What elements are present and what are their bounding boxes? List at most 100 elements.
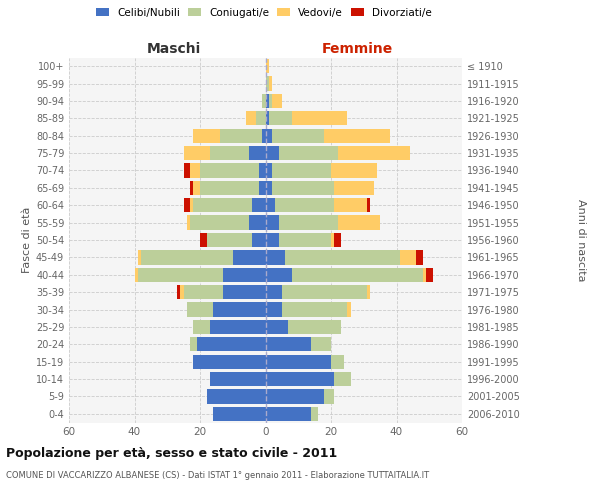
Bar [253,198,265,212]
Y-axis label: Anni di nascita: Anni di nascita [577,198,586,281]
Y-axis label: Fasce di età: Fasce di età [22,207,32,273]
Bar [265,164,272,177]
Bar [265,76,269,90]
Bar [193,180,200,195]
Bar [193,320,210,334]
Bar [334,180,374,195]
Bar [184,146,210,160]
Bar [292,268,422,282]
Bar [249,216,265,230]
Bar [325,390,334,404]
Bar [138,250,141,264]
Bar [134,268,138,282]
Bar [272,180,334,195]
Bar [200,233,206,247]
Bar [210,146,249,160]
Bar [193,354,265,369]
Bar [416,250,422,264]
Bar [200,180,259,195]
Text: Femmine: Femmine [322,42,393,56]
Bar [256,111,265,126]
Bar [193,128,220,143]
Bar [265,250,285,264]
Bar [193,198,253,212]
Bar [265,406,311,421]
Bar [265,268,292,282]
Bar [177,285,181,300]
Bar [265,233,278,247]
Bar [187,302,213,316]
Bar [269,111,292,126]
Bar [278,216,338,230]
Bar [285,250,400,264]
Bar [269,94,272,108]
Bar [223,268,265,282]
Bar [265,128,272,143]
Bar [181,285,184,300]
Bar [400,250,416,264]
Bar [259,164,265,177]
Bar [367,198,370,212]
Bar [187,216,190,230]
Text: Maschi: Maschi [146,42,201,56]
Bar [265,302,282,316]
Bar [347,302,350,316]
Bar [422,268,426,282]
Bar [334,372,350,386]
Bar [426,268,433,282]
Bar [331,354,344,369]
Bar [184,198,190,212]
Bar [223,285,265,300]
Bar [220,128,262,143]
Bar [190,337,197,351]
Bar [265,59,269,74]
Bar [265,285,282,300]
Bar [265,198,275,212]
Bar [184,164,190,177]
Bar [278,233,331,247]
Bar [206,233,253,247]
Bar [213,302,265,316]
Bar [210,320,265,334]
Bar [331,164,377,177]
Bar [246,111,256,126]
Bar [272,128,325,143]
Bar [265,372,334,386]
Bar [265,390,325,404]
Bar [311,337,331,351]
Bar [265,180,272,195]
Bar [265,337,311,351]
Bar [190,198,193,212]
Bar [249,146,265,160]
Text: Popolazione per età, sesso e stato civile - 2011: Popolazione per età, sesso e stato civil… [6,448,337,460]
Bar [282,302,347,316]
Bar [331,233,334,247]
Bar [278,146,338,160]
Bar [190,216,249,230]
Bar [210,372,265,386]
Bar [233,250,265,264]
Bar [265,216,278,230]
Bar [338,216,380,230]
Bar [289,320,341,334]
Bar [265,354,331,369]
Bar [213,406,265,421]
Bar [325,128,390,143]
Bar [265,111,269,126]
Bar [262,128,265,143]
Bar [190,164,200,177]
Bar [269,76,272,90]
Text: COMUNE DI VACCARIZZO ALBANESE (CS) - Dati ISTAT 1° gennaio 2011 - Elaborazione T: COMUNE DI VACCARIZZO ALBANESE (CS) - Dat… [6,471,429,480]
Bar [334,198,367,212]
Bar [206,390,265,404]
Bar [275,198,334,212]
Bar [190,180,193,195]
Bar [253,233,265,247]
Bar [292,111,347,126]
Bar [272,164,331,177]
Bar [265,94,269,108]
Bar [311,406,318,421]
Bar [141,250,233,264]
Bar [338,146,410,160]
Bar [197,337,265,351]
